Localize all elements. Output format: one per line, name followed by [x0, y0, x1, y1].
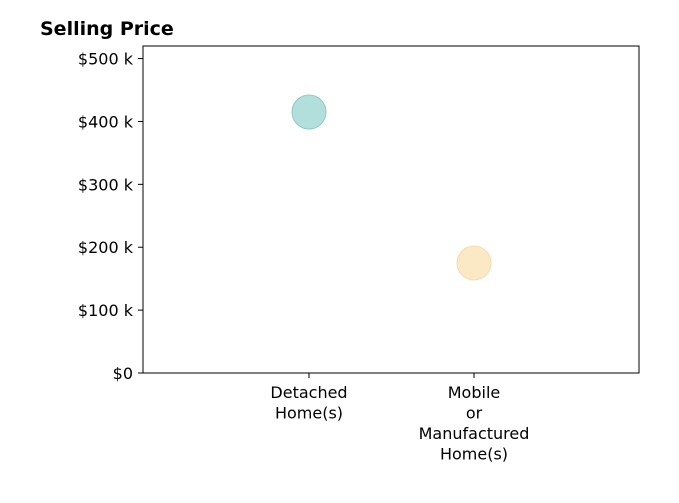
data-point — [456, 245, 492, 281]
y-tick-label: $0 — [113, 364, 133, 383]
y-tick-label: $200 k — [78, 238, 134, 257]
x-tick-label-line: Mobile — [448, 383, 500, 402]
data-point — [291, 94, 327, 130]
data-points — [291, 94, 492, 281]
x-tick-label: Detached Home(s) — [270, 383, 347, 423]
y-tick-label: $300 k — [78, 175, 134, 194]
x-tick-label-line: Home(s) — [440, 445, 508, 464]
y-tick-label: $400 k — [78, 112, 134, 131]
y-tick-label: $500 k — [78, 50, 134, 69]
plot-area-frame — [142, 45, 640, 374]
x-tick-label-line: or — [466, 404, 483, 423]
chart-title: Selling Price — [40, 18, 174, 40]
x-tick-label: Mobile or Manufactured Home(s) — [419, 383, 530, 464]
x-tick-label-line: Home(s) — [275, 404, 343, 423]
x-tick-label-line: Manufactured — [419, 424, 530, 443]
x-axis: Detached Home(s) Mobile or Manufactured Home(… — [270, 373, 529, 464]
y-axis: $0 $100 k $200 k $300 k $400 k $500 k — [78, 50, 143, 383]
x-tick-label-line: Detached — [270, 383, 347, 402]
y-tick-label: $100 k — [78, 301, 134, 320]
